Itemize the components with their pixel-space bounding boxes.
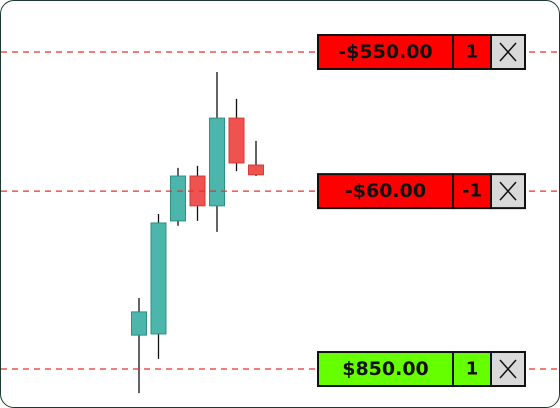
order-quantity: 1	[466, 42, 479, 63]
candle-body	[228, 117, 245, 164]
order-quantity: -1	[462, 181, 482, 202]
candle-body	[248, 164, 264, 176]
order-quantity-box	[452, 351, 492, 388]
close-icon[interactable]	[499, 42, 517, 62]
order-pnl: $850.00	[342, 358, 429, 380]
close-button[interactable]	[490, 34, 526, 70]
candle-body	[209, 117, 225, 207]
close-button[interactable]	[490, 351, 526, 388]
close-button-box[interactable]	[490, 351, 526, 388]
candle-body	[131, 311, 147, 336]
candle-body	[150, 222, 167, 335]
close-button[interactable]	[490, 173, 526, 210]
order-quantity: 1	[466, 359, 479, 380]
candle-body	[170, 175, 186, 222]
order-label: $850.00 1	[317, 351, 526, 388]
order-label: -$550.00 1	[317, 34, 526, 70]
close-icon[interactable]	[499, 359, 517, 379]
order-pnl-box	[317, 351, 454, 388]
order-pnl: -$60.00	[345, 180, 426, 202]
close-icon[interactable]	[499, 181, 517, 201]
order-pnl: -$550.00	[338, 41, 432, 63]
order-pnl-box	[317, 34, 454, 70]
order-label: -$60.00 -1	[317, 173, 526, 210]
